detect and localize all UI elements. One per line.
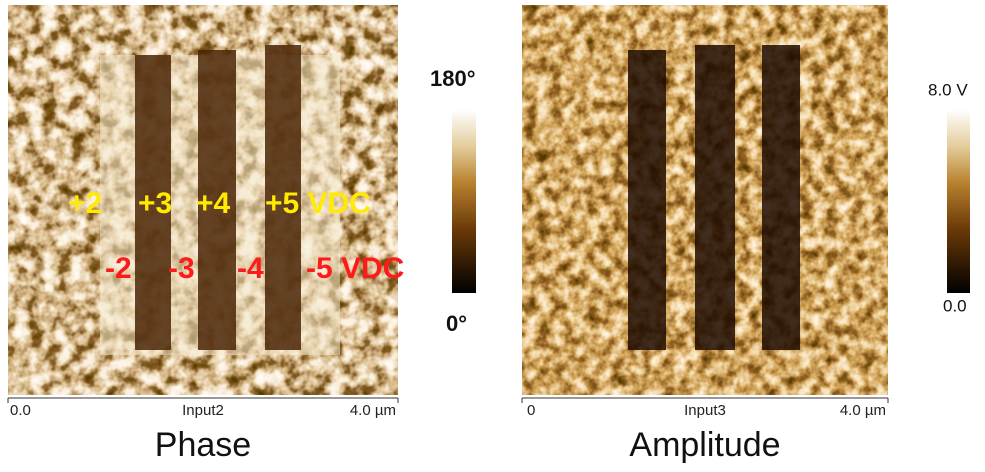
negative-labels: -2 -3 -4 -5 VDC — [105, 252, 404, 285]
panel-title: Phase — [155, 426, 251, 464]
annotation: -4 — [237, 252, 264, 285]
annotation: +3 — [138, 187, 172, 220]
colorbar-max: 180° — [430, 66, 476, 91]
colorbar — [452, 110, 476, 293]
annotation: -3 — [168, 252, 195, 285]
annotation: -5 VDC — [306, 252, 404, 285]
annotation: +5 VDC — [265, 187, 371, 220]
annotation: +4 — [196, 187, 231, 220]
x-start: 0 — [527, 402, 535, 419]
x-end: 4.0 µm — [350, 402, 396, 419]
x-end: 4.0 µm — [840, 402, 886, 419]
x-start: 0.0 — [10, 402, 31, 419]
colorbar-min: 0.0 — [943, 296, 967, 315]
x-label: Input2 — [182, 402, 224, 419]
colorbar-min: 0° — [446, 311, 467, 336]
annotation: -2 — [105, 252, 132, 285]
positive-labels: +2 +3 +4 +5 VDC — [68, 187, 371, 220]
x-label: Input3 — [684, 402, 726, 419]
phase-image — [8, 5, 398, 395]
colorbar-max: 8.0 V — [928, 80, 968, 99]
colorbar — [947, 110, 970, 293]
panel-title: Amplitude — [629, 426, 780, 464]
annotation: +2 — [68, 187, 102, 220]
amplitude-image — [522, 5, 888, 395]
